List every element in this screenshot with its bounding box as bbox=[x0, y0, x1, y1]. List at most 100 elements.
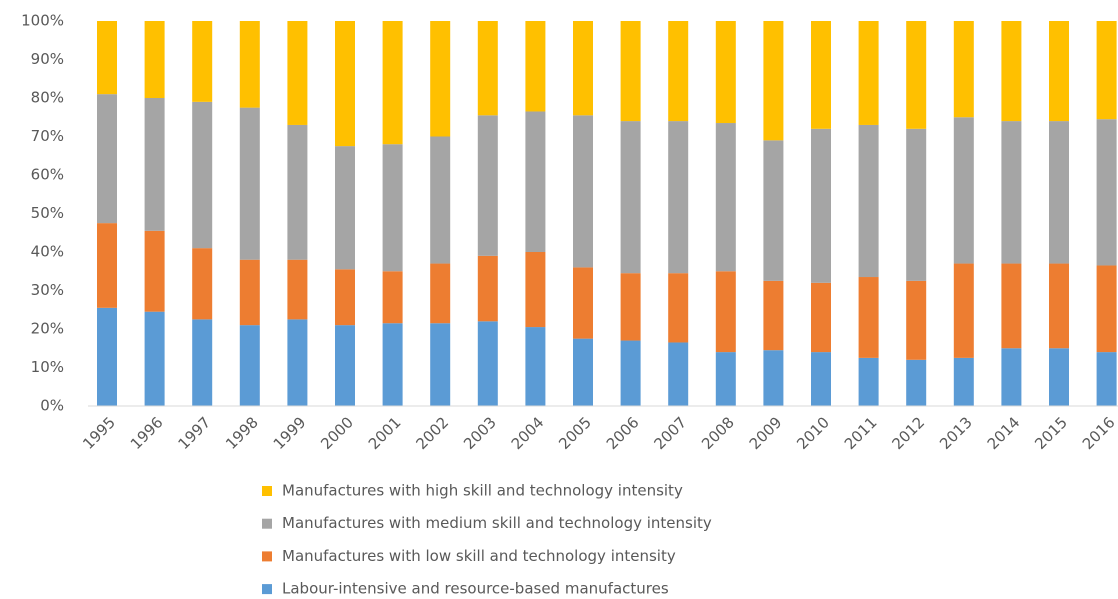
bar-segment bbox=[382, 323, 403, 406]
bar-segment bbox=[97, 94, 117, 224]
bar-segment bbox=[1001, 21, 1022, 122]
bar-segment bbox=[573, 115, 593, 268]
bar-segment bbox=[668, 21, 689, 122]
legend-label: Labour-intensive and resource-based manu… bbox=[282, 580, 669, 598]
bar-segment bbox=[1001, 348, 1022, 406]
x-tick-label: 2005 bbox=[555, 413, 595, 453]
bar-segment bbox=[430, 323, 451, 406]
bar-segment bbox=[97, 21, 117, 95]
bar-segment bbox=[953, 263, 974, 358]
bar-segment bbox=[525, 252, 546, 328]
bar-segment bbox=[382, 21, 403, 145]
bar-segment bbox=[715, 271, 736, 353]
bar-segment bbox=[953, 357, 974, 406]
bar-segment bbox=[1049, 348, 1069, 406]
bar-segment bbox=[144, 311, 165, 406]
x-tick-label: 1997 bbox=[174, 413, 214, 453]
bar-segment bbox=[620, 121, 641, 274]
bar-segment bbox=[763, 140, 784, 281]
bar-segment bbox=[525, 111, 546, 252]
legend-label: Manufactures with low skill and technolo… bbox=[282, 547, 676, 565]
legend-swatch bbox=[262, 584, 272, 595]
y-tick-label: 40% bbox=[31, 243, 64, 261]
bar-segment bbox=[239, 259, 260, 326]
y-tick-label: 100% bbox=[21, 12, 64, 30]
bar-segment bbox=[906, 280, 927, 360]
bar-segment bbox=[1049, 21, 1069, 122]
x-tick-label: 2003 bbox=[460, 413, 500, 453]
y-tick-label: 10% bbox=[31, 358, 64, 376]
bar-segment bbox=[335, 146, 355, 270]
bar-segment bbox=[97, 307, 117, 406]
bar-segment bbox=[953, 21, 974, 118]
y-tick-label: 0% bbox=[40, 397, 64, 415]
bar-segment bbox=[668, 342, 689, 406]
y-tick-label: 60% bbox=[31, 166, 64, 184]
x-tick-label: 2002 bbox=[412, 413, 452, 453]
x-tick-label: 2014 bbox=[984, 413, 1024, 453]
bar-segment bbox=[906, 128, 927, 281]
bar-segment bbox=[573, 21, 593, 116]
bar-segment bbox=[715, 123, 736, 272]
y-tick-label: 80% bbox=[31, 89, 64, 107]
bar-segment bbox=[1049, 121, 1069, 264]
x-tick-label: 2009 bbox=[746, 413, 786, 453]
bar-segment bbox=[192, 101, 213, 249]
bar-segment bbox=[287, 124, 308, 260]
bar-segment bbox=[573, 338, 593, 406]
x-tick-label: 2010 bbox=[793, 413, 833, 453]
bar-segment bbox=[287, 259, 308, 320]
bar-segment bbox=[97, 223, 117, 308]
y-tick-label: 20% bbox=[31, 320, 64, 338]
bar-segment bbox=[144, 230, 165, 312]
bar-segment bbox=[858, 277, 879, 358]
bar-segment bbox=[715, 21, 736, 124]
y-tick-label: 30% bbox=[31, 281, 64, 299]
bar-segment bbox=[811, 352, 831, 406]
x-tick-label: 1999 bbox=[270, 413, 310, 453]
bar-segment bbox=[668, 273, 689, 343]
legend-swatch bbox=[262, 551, 272, 562]
bar-segment bbox=[811, 21, 831, 129]
bar-segment bbox=[1001, 121, 1022, 264]
bar-segment bbox=[477, 115, 498, 256]
x-tick-label: 2007 bbox=[650, 413, 690, 453]
x-tick-label: 2011 bbox=[841, 413, 881, 453]
x-tick-label: 1996 bbox=[127, 413, 167, 453]
x-tick-label: 2004 bbox=[508, 413, 548, 453]
bar-segment bbox=[144, 21, 165, 98]
bar-segment bbox=[239, 21, 260, 108]
bar-segment bbox=[430, 263, 451, 324]
bar-segment bbox=[287, 319, 308, 406]
legend-swatch bbox=[262, 486, 272, 496]
bar-segment bbox=[1096, 119, 1117, 266]
y-tick-label: 70% bbox=[31, 127, 64, 145]
bar-segment bbox=[620, 21, 641, 122]
bar-segment bbox=[287, 21, 308, 125]
x-tick-label: 1998 bbox=[222, 413, 262, 453]
bar-segment bbox=[525, 21, 546, 112]
x-tick-label: 2015 bbox=[1031, 413, 1071, 453]
bar-segment bbox=[715, 352, 736, 406]
bar-segment bbox=[573, 267, 593, 339]
bar-segment bbox=[430, 21, 451, 137]
bar-segment bbox=[477, 21, 498, 116]
bar-segment bbox=[906, 359, 927, 406]
bar-segment bbox=[811, 282, 831, 353]
x-tick-label: 2001 bbox=[365, 413, 405, 453]
bar-segment bbox=[763, 280, 784, 351]
legend-label: Manufactures with high skill and technol… bbox=[282, 482, 683, 500]
x-tick-label: 2000 bbox=[317, 413, 357, 453]
bar-segment bbox=[192, 21, 213, 102]
bar-segment bbox=[382, 271, 403, 324]
legend-label: Manufactures with medium skill and techn… bbox=[282, 514, 712, 532]
bar-segment bbox=[1096, 21, 1117, 120]
bar-segment bbox=[953, 117, 974, 264]
legend-swatch bbox=[262, 518, 272, 529]
x-tick-label: 2006 bbox=[603, 413, 643, 453]
y-tick-label: 90% bbox=[31, 50, 64, 68]
x-tick-label: 2012 bbox=[888, 413, 928, 453]
bar-segment bbox=[811, 128, 831, 283]
bar-segment bbox=[477, 255, 498, 322]
